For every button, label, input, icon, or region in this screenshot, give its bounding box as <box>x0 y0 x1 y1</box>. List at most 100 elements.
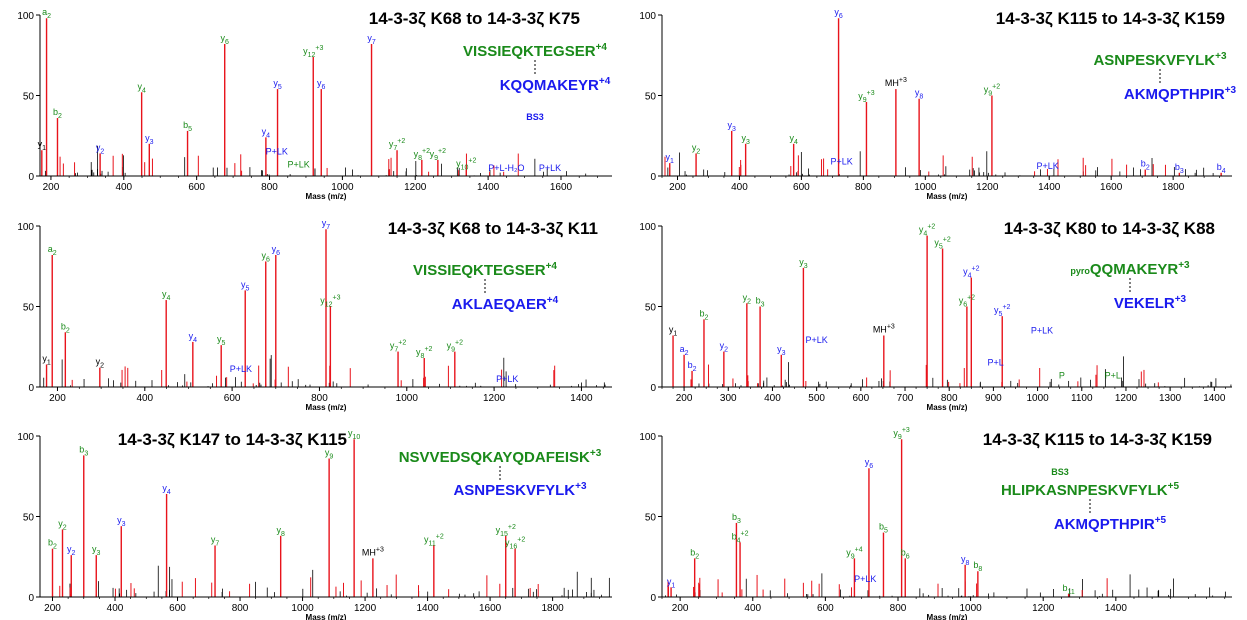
y-tick-label: 50 <box>645 513 657 524</box>
x-tick-label: 600 <box>793 182 810 193</box>
peak-label: y9+3 <box>858 90 874 104</box>
peak-label: y1 <box>38 139 47 152</box>
x-tick-label: 600 <box>852 393 869 404</box>
ion-annotation: P+LK <box>854 574 876 584</box>
panel-title: 14-3-3ζ K115 to 14-3-3ζ K159 <box>983 430 1212 449</box>
x-axis-label: Mass (m/z) <box>306 192 347 201</box>
peak-label: y8 <box>276 525 285 538</box>
peak-label: y8+2 <box>414 148 430 162</box>
peak-label: y12+3 <box>303 45 323 59</box>
x-tick-label: 1400 <box>416 603 439 614</box>
peak-label: b2 <box>53 107 62 120</box>
x-tick-label: 200 <box>676 393 693 404</box>
peak-label: y9+2 <box>447 340 463 354</box>
ion-annotation: P+LK <box>230 364 252 374</box>
peak-label: b8 <box>973 560 982 573</box>
peptide-beta: AKMQPTHPIR+5 <box>1054 515 1167 533</box>
x-tick-label: 600 <box>817 603 834 614</box>
peak-label: y9+2 <box>984 84 1000 98</box>
panel-title: 14-3-3ζ K68 to 14-3-3ζ K11 <box>388 219 598 238</box>
y-tick-label: 0 <box>28 593 34 604</box>
peak-label: y6 <box>221 33 230 46</box>
peak-label: y2 <box>743 292 752 305</box>
x-tick-label: 1000 <box>331 182 354 193</box>
peak-label: y4 <box>262 126 271 139</box>
peak-label: y9+3 <box>893 427 909 441</box>
y-tick-label: 0 <box>650 383 656 394</box>
peak-label: b3 <box>732 512 741 525</box>
x-tick-label: 600 <box>224 393 241 404</box>
x-tick-label: 200 <box>672 603 689 614</box>
x-tick-label: 1000 <box>1026 393 1049 404</box>
peak-label: b4 <box>1217 162 1226 175</box>
peak-label: b2 <box>48 538 57 551</box>
peak-label: a2 <box>42 7 51 20</box>
x-tick-label: 800 <box>890 603 907 614</box>
x-axis-label: Mass (m/z) <box>927 613 968 620</box>
x-tick-label: 200 <box>44 603 61 614</box>
x-tick-label: 1400 <box>1038 182 1061 193</box>
x-tick-label: 600 <box>188 182 205 193</box>
x-tick-label: 1800 <box>1162 182 1185 193</box>
panel-title: 14-3-3ζ K147 to 14-3-3ζ K115 <box>118 430 347 449</box>
ion-annotation: P+LK <box>1031 325 1053 335</box>
peak-label: y2 <box>96 142 105 155</box>
ion-annotation: P+L <box>987 358 1003 368</box>
peak-label: b3 <box>79 444 88 457</box>
peak-label: b11 <box>1062 583 1074 596</box>
ion-annotation: P <box>1059 371 1065 381</box>
peak-label: y4+2 <box>919 224 935 238</box>
peak-label: y5 <box>273 78 282 91</box>
peak-label: y1 <box>666 152 675 165</box>
ion-annotation: P+LK <box>266 147 288 157</box>
ion-annotation: P+LK <box>496 374 518 384</box>
y-tick-label: 50 <box>23 513 35 524</box>
peak-label: y4 <box>162 289 171 302</box>
peak-label: y6 <box>272 244 281 257</box>
x-tick-label: 400 <box>107 603 124 614</box>
peak-label: y1 <box>42 353 51 366</box>
x-tick-label: 800 <box>941 393 958 404</box>
y-tick-label: 0 <box>28 383 34 394</box>
x-tick-label: 1200 <box>354 603 377 614</box>
peptide-beta: KQQMAKEYR+4 <box>500 76 611 94</box>
spectrum-panel-6: y1 b2 b3 b4+2 y6 y9+3 y9+4 b5 b6 y8 b8 b11 P+LK 0 50 10… <box>639 427 1232 620</box>
peak-label: b3 <box>1175 162 1184 175</box>
peak-label: y2 <box>58 518 66 531</box>
ion-annotation: P+LK <box>1037 161 1059 171</box>
x-tick-label: 200 <box>49 393 66 404</box>
peak-label: y2 <box>692 142 701 155</box>
peak-label: y2 <box>96 357 105 370</box>
ion-annotation: P+LK <box>288 160 310 170</box>
x-tick-label: 1600 <box>550 182 573 193</box>
ion-annotation: P+L <box>1105 371 1121 381</box>
y-tick-label: 100 <box>639 432 656 443</box>
peak-label: b5 <box>183 120 192 133</box>
peak-label: y11+2 <box>424 533 444 547</box>
ion-annotation: P+LK <box>831 156 853 166</box>
y-tick-label: 100 <box>17 11 34 22</box>
peak-label: b5 <box>879 522 888 535</box>
x-tick-label: 200 <box>43 182 60 193</box>
y-tick-label: 50 <box>23 303 35 314</box>
y-tick-label: 100 <box>17 222 34 233</box>
peak-label: y6 <box>865 457 874 470</box>
peptide-alpha: pyroQQMAKEYR+3 <box>1070 260 1190 278</box>
x-tick-label: 900 <box>985 393 1002 404</box>
y-tick-label: 50 <box>23 92 35 103</box>
peptide-beta: ASNPESKVFYLK+3 <box>453 481 587 499</box>
peptide-alpha: HLIPKASNPESKVFYLK+5 <box>1001 481 1180 499</box>
peak-label: y7+2 <box>390 340 406 354</box>
peak-label: y4 <box>137 81 146 94</box>
peak-label: y3 <box>92 544 101 557</box>
x-axis-label: Mass (m/z) <box>306 613 347 620</box>
x-tick-label: 500 <box>808 393 825 404</box>
peak-label: a2 <box>48 244 57 257</box>
peak-label: y6 <box>317 78 326 91</box>
peptide-alpha: VISSIEQKTEGSER+4 <box>463 42 607 60</box>
linker-label: BS3 <box>526 112 544 122</box>
x-tick-label: 1200 <box>1115 393 1138 404</box>
x-tick-label: 1100 <box>1071 393 1093 404</box>
